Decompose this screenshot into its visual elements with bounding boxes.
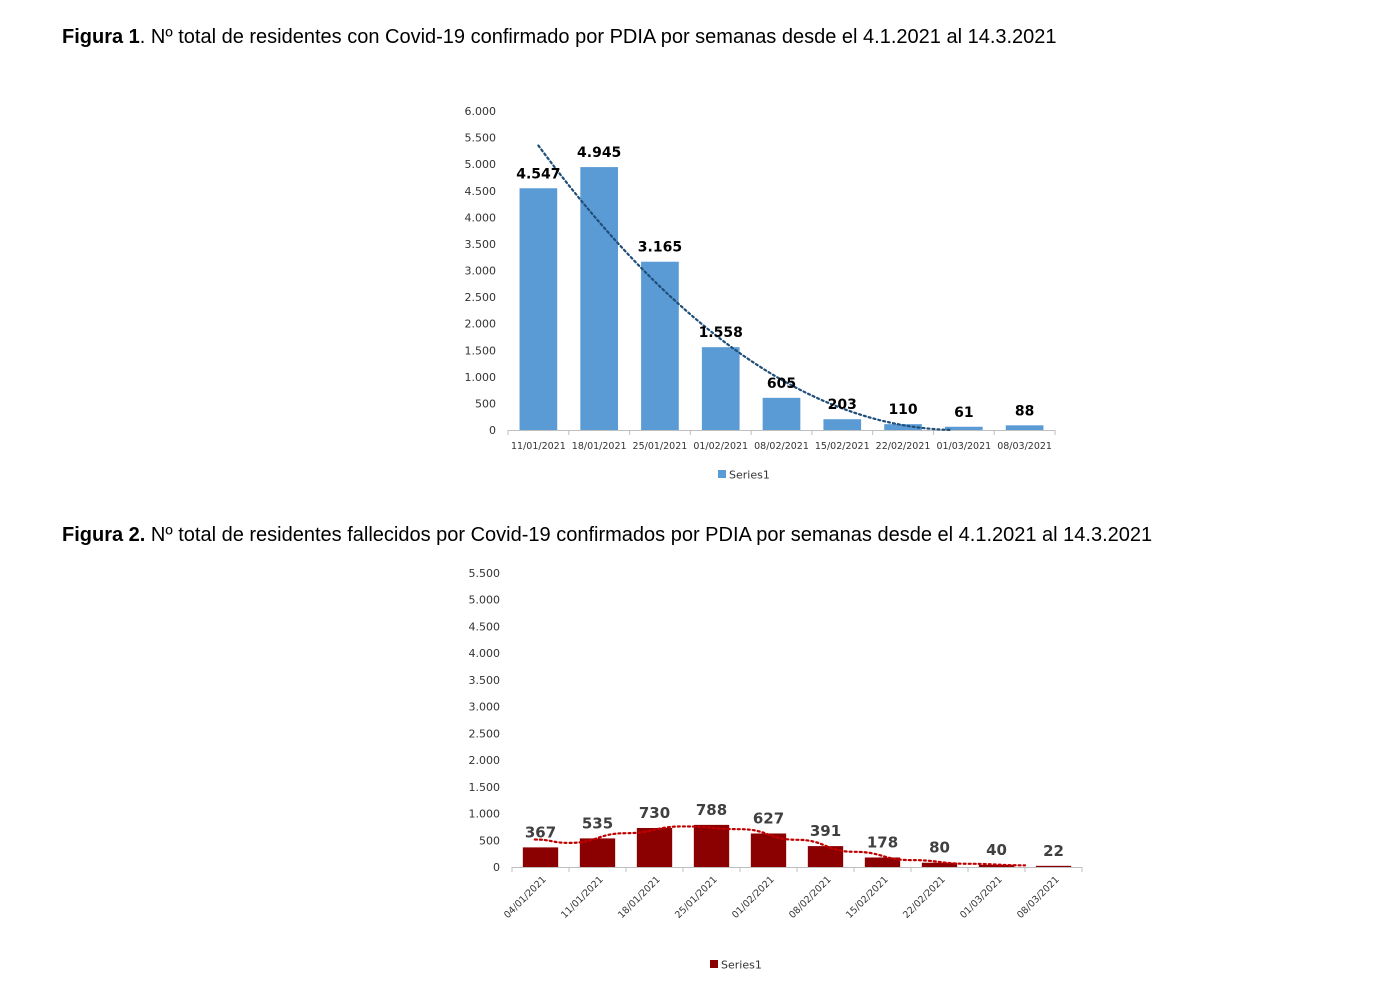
data-label: 367	[525, 823, 556, 841]
bar	[823, 419, 862, 430]
bar	[807, 846, 844, 867]
data-label: 178	[867, 833, 898, 851]
x-tick-label: 01/02/2021	[693, 441, 748, 452]
y-tick-label: 3.500	[469, 674, 501, 687]
x-tick-label: 18/01/2021	[572, 441, 627, 452]
data-label: 40	[986, 841, 1007, 859]
bar	[636, 827, 673, 867]
y-tick-label: 2.000	[465, 318, 497, 331]
data-label: 110	[888, 402, 917, 418]
legend-label: Series1	[729, 469, 770, 482]
data-label: 22	[1043, 842, 1064, 860]
figure-2-title-text: Nº total de residentes fallecidos por Co…	[145, 524, 1153, 546]
bar	[978, 864, 1015, 867]
x-tick-label: 08/03/2021	[997, 441, 1052, 452]
bar	[641, 261, 679, 430]
x-tick-label: 01/03/2021	[936, 441, 991, 452]
data-label: 730	[639, 804, 670, 822]
bar	[580, 167, 619, 431]
x-tick-label: 08/03/2021	[1015, 874, 1062, 921]
bar	[884, 424, 922, 430]
data-label: 1.558	[699, 325, 743, 341]
bar	[762, 397, 801, 430]
data-label: 88	[1015, 403, 1034, 419]
y-tick-label: 3.000	[465, 265, 497, 278]
x-tick-label: 22/02/2021	[901, 874, 948, 921]
bar	[1035, 865, 1072, 867]
x-tick-label: 01/03/2021	[958, 874, 1005, 921]
x-tick-label: 25/01/2021	[673, 874, 720, 921]
y-tick-label: 0	[489, 424, 496, 437]
bar	[579, 838, 616, 867]
x-tick-label: 15/02/2021	[844, 874, 891, 921]
y-tick-label: 2.500	[465, 291, 497, 304]
y-tick-label: 3.500	[465, 238, 497, 251]
figure-2-title-bold: Figura 2.	[62, 524, 146, 546]
y-tick-label: 2.500	[469, 727, 501, 740]
bar	[701, 347, 740, 430]
y-tick-label: 4.500	[469, 620, 501, 633]
y-tick-label: 3.000	[469, 701, 501, 714]
y-tick-label: 4.000	[469, 647, 501, 660]
data-label: 605	[767, 376, 796, 392]
bar	[1005, 425, 1044, 430]
x-tick-label: 15/02/2021	[815, 441, 870, 452]
bar	[693, 824, 730, 867]
data-label: 4.945	[577, 145, 621, 161]
y-tick-label: 0	[493, 861, 500, 874]
y-tick-label: 5.000	[469, 594, 501, 607]
y-tick-label: 2.000	[469, 754, 501, 767]
x-tick-label: 11/01/2021	[511, 441, 566, 452]
x-tick-label: 08/02/2021	[754, 441, 809, 452]
data-label: 627	[753, 809, 784, 827]
y-tick-label: 1.000	[465, 371, 497, 384]
y-tick-label: 500	[475, 397, 496, 410]
y-tick-label: 5.000	[465, 158, 497, 171]
data-label: 788	[696, 801, 727, 819]
x-tick-label: 08/02/2021	[787, 874, 834, 921]
bar	[921, 862, 958, 867]
trendline	[533, 825, 1027, 867]
x-tick-label: 04/01/2021	[502, 874, 549, 921]
y-tick-label: 6.000	[465, 105, 497, 118]
data-label: 203	[828, 397, 857, 413]
y-tick-label: 1.000	[469, 808, 501, 821]
x-tick-label: 01/02/2021	[730, 874, 777, 921]
bar	[522, 847, 559, 867]
y-tick-label: 4.000	[465, 211, 497, 224]
data-label: 3.165	[638, 240, 682, 256]
y-tick-label: 5.500	[465, 132, 497, 145]
data-label: 535	[582, 814, 613, 832]
legend-swatch	[710, 960, 718, 968]
y-tick-label: 1.500	[469, 781, 501, 794]
legend-swatch	[718, 470, 726, 478]
y-tick-label: 4.500	[465, 185, 497, 198]
legend-label: Series1	[721, 959, 762, 972]
data-label: 4.547	[516, 166, 560, 182]
bar	[944, 426, 983, 430]
figure-1-title-text: . Nº total de residentes con Covid-19 co…	[139, 26, 1057, 48]
x-tick-label: 11/01/2021	[559, 874, 606, 921]
y-tick-label: 500	[479, 834, 500, 847]
bar	[519, 188, 558, 430]
x-tick-label: 25/01/2021	[633, 441, 688, 452]
data-label: 391	[810, 822, 841, 840]
figure-1-title: Figura 1. Nº total de residentes con Cov…	[62, 26, 1057, 49]
data-label: 80	[929, 839, 950, 857]
data-label: 61	[954, 405, 973, 421]
y-tick-label: 5.500	[469, 567, 501, 580]
bar	[864, 857, 901, 867]
figure-1-title-bold: Figura 1	[62, 26, 140, 48]
bar	[750, 833, 787, 867]
x-tick-label: 18/01/2021	[616, 874, 663, 921]
figure-2-title: Figura 2. Nº total de residentes falleci…	[62, 524, 1152, 547]
trendline	[537, 144, 953, 432]
x-tick-label: 22/02/2021	[876, 441, 931, 452]
y-tick-label: 1.500	[465, 344, 497, 357]
